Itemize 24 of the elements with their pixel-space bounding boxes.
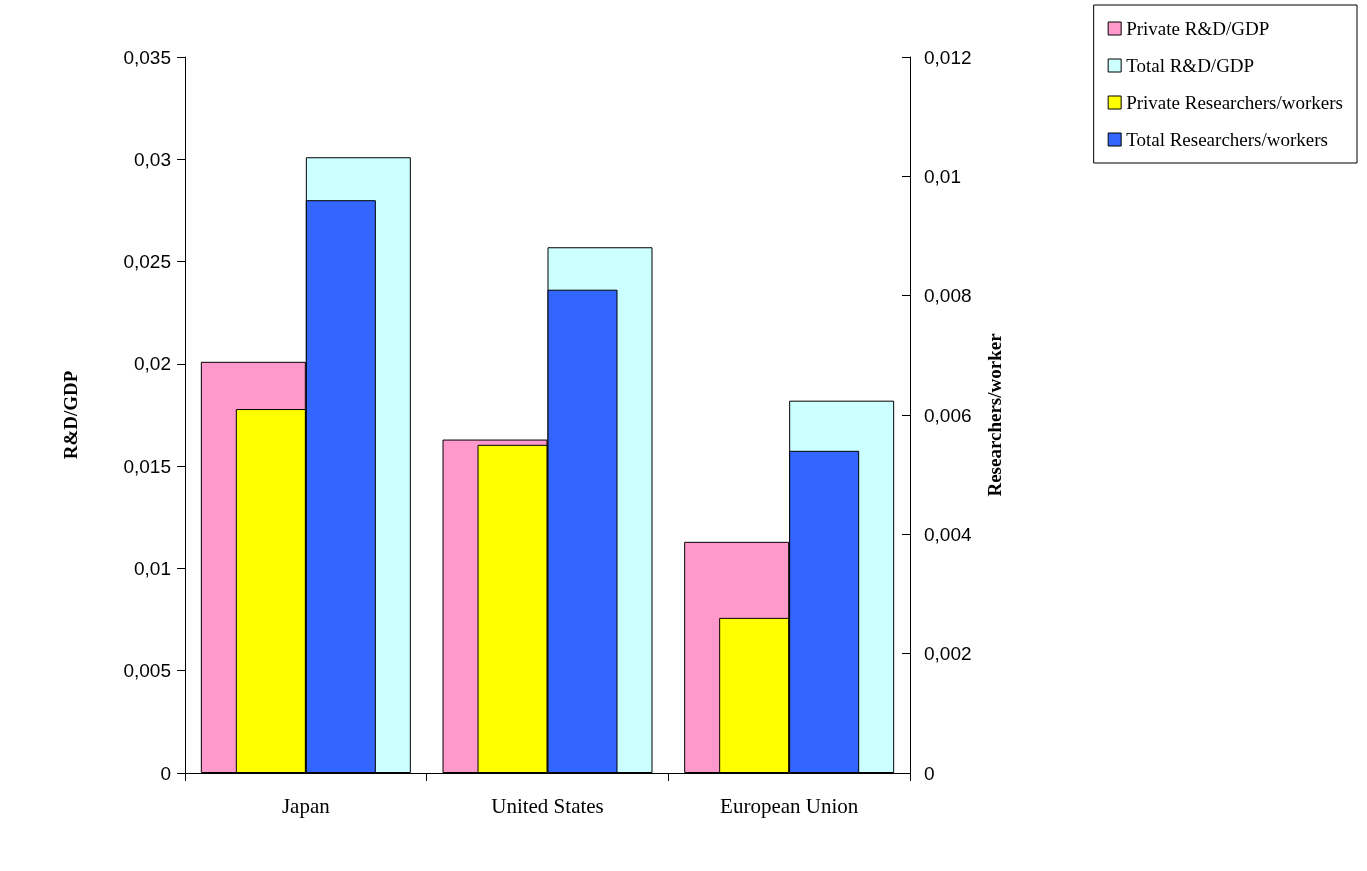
y-tick-label: 0,035 xyxy=(123,46,171,68)
x-tick-label: Japan xyxy=(281,793,331,818)
y2-tick-label: 0,008 xyxy=(924,285,972,307)
y-tick-label: 0,03 xyxy=(134,148,171,170)
y-tick-label: 0 xyxy=(160,762,171,784)
y-tick-label: 0,025 xyxy=(123,251,171,273)
x-tick-label: European Union xyxy=(720,793,859,818)
y2-tick-label: 0,012 xyxy=(924,46,972,68)
y2-tick-label: 0,006 xyxy=(924,404,972,426)
y-axis-title: R&D/GDP xyxy=(60,370,81,460)
y2-tick-label: 0,002 xyxy=(924,643,972,665)
y2-tick-label: 0 xyxy=(924,762,935,784)
y2-tick-label: 0,004 xyxy=(924,523,972,545)
legend-label: Total Researchers/workers xyxy=(1126,129,1328,150)
legend-label: Private Researchers/workers xyxy=(1126,92,1344,113)
legend-label: Total R&D/GDP xyxy=(1126,55,1255,76)
y2-tick-label: 0,01 xyxy=(924,165,961,187)
y-tick-label: 0,02 xyxy=(134,353,171,375)
y-tick-label: 0,01 xyxy=(134,557,171,579)
y-tick-label: 0,005 xyxy=(123,660,171,682)
legend-label: Private R&D/GDP xyxy=(1126,18,1270,39)
y2-axis-title: Researchers/worker xyxy=(984,332,1005,497)
x-tick-label: United States xyxy=(491,793,604,818)
y-tick-label: 0,015 xyxy=(123,455,171,477)
